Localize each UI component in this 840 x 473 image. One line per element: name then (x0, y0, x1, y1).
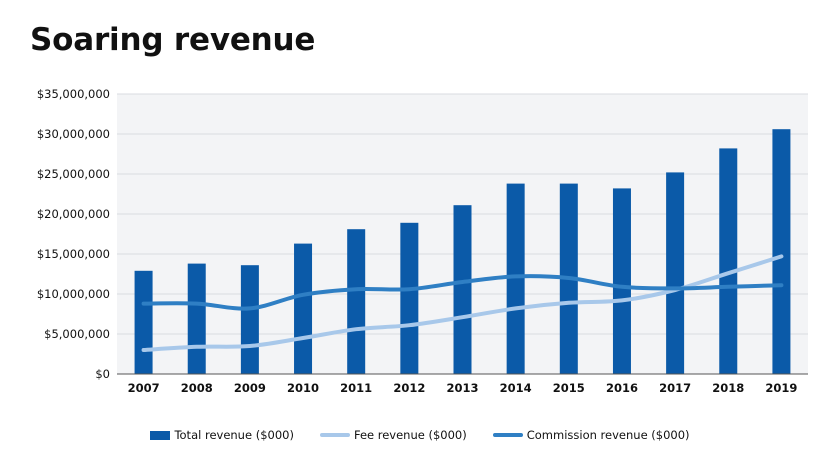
legend-label-total: Total revenue ($000) (174, 428, 294, 442)
y-tick-label: $25,000,000 (37, 167, 110, 181)
x-tick-label: 2007 (128, 381, 160, 395)
x-tick-label: 2008 (181, 381, 213, 395)
x-tick-label: 2018 (712, 381, 744, 395)
bar-total-revenue (772, 129, 791, 374)
y-tick-label: $15,000,000 (37, 247, 110, 261)
x-tick-label: 2012 (393, 381, 425, 395)
bar-total-revenue (347, 229, 366, 374)
legend-label-fee: Fee revenue ($000) (353, 428, 467, 442)
bar-total-revenue (453, 205, 472, 374)
y-tick-label: $35,000,000 (37, 87, 110, 101)
y-tick-label: $30,000,000 (37, 127, 110, 141)
bar-total-revenue (187, 263, 206, 374)
bar-total-revenue (506, 183, 525, 374)
bar-total-revenue (134, 270, 153, 374)
y-tick-label: $0 (95, 367, 110, 381)
x-tick-label: 2017 (659, 381, 691, 395)
y-tick-label: $10,000,000 (37, 287, 110, 301)
chart-title: Soaring revenue (30, 22, 316, 58)
line-commission-revenue (141, 274, 784, 311)
x-tick-label: 2010 (287, 381, 319, 395)
x-tick-label: 2016 (606, 381, 638, 395)
bar-total-revenue (612, 188, 631, 374)
x-tick-label: 2011 (340, 381, 372, 395)
x-tick-label: 2009 (234, 381, 266, 395)
legend-swatch-total (150, 430, 171, 440)
legend-item-fee: Fee revenue ($000) (319, 428, 467, 442)
bar-total-revenue (294, 243, 313, 374)
legend-label-commission: Commission revenue ($000) (526, 428, 690, 442)
bar-total-revenue (240, 265, 259, 374)
y-tick-label: $20,000,000 (37, 207, 110, 221)
x-tick-label: 2015 (553, 381, 585, 395)
x-tick-label: 2013 (446, 381, 478, 395)
bar-total-revenue (719, 148, 738, 374)
x-tick-label: 2019 (765, 381, 797, 395)
y-tick-label: $5,000,000 (44, 327, 110, 341)
legend-item-commission: Commission revenue ($000) (492, 428, 690, 442)
bar-total-revenue (400, 222, 419, 374)
legend-swatch-commission (492, 433, 523, 437)
legend: Total revenue ($000) Fee revenue ($000) … (0, 428, 840, 442)
bar-total-revenue (666, 172, 685, 374)
x-tick-label: 2014 (500, 381, 532, 395)
legend-item-total: Total revenue ($000) (150, 428, 294, 442)
legend-swatch-fee (319, 433, 350, 437)
